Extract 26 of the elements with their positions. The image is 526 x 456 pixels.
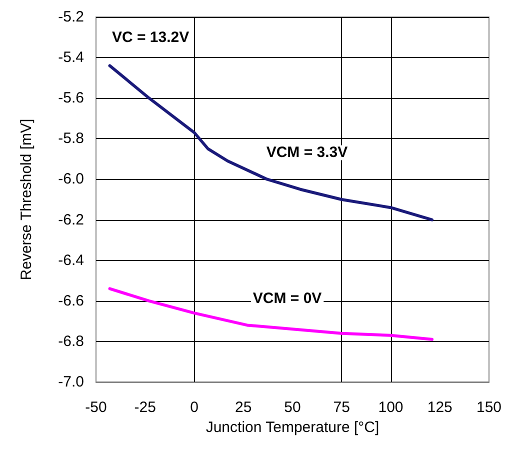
x-tick-label: 50 — [284, 399, 301, 416]
y-tick-label: -6.8 — [58, 332, 84, 350]
y-tick-label: -5.6 — [58, 90, 84, 107]
y-tick-label: -5.2 — [58, 8, 84, 26]
x-tick-label: 100 — [378, 399, 404, 416]
y-tick-label: -6.6 — [58, 292, 84, 310]
series-label: VCM = 3.3V — [266, 144, 348, 162]
x-tick-label: -50 — [85, 399, 107, 416]
y-tick-label: -5.4 — [58, 49, 84, 66]
x-tick-label: 150 — [476, 399, 502, 416]
annotation: VC = 13.2V — [112, 29, 190, 46]
y-tick-label: -6.2 — [58, 211, 84, 228]
x-tick-label: 75 — [333, 399, 350, 416]
line-series — [108, 64, 434, 222]
line-series — [108, 287, 434, 341]
y-axis-title: Reverse Threshold [mV] — [18, 118, 35, 280]
x-axis-title: Junction Temperature [°C] — [206, 419, 380, 436]
y-tick-label: -5.8 — [58, 130, 84, 148]
x-tick-label: -25 — [134, 399, 156, 416]
x-tick-label: 125 — [427, 399, 452, 416]
x-tick-label: 25 — [235, 399, 252, 416]
series-label: VCM = 0V — [252, 290, 322, 308]
y-tick-label: -6.4 — [58, 252, 84, 269]
y-tick-label: -7.0 — [58, 374, 84, 390]
y-tick-label: -6.0 — [58, 170, 84, 188]
x-tick-label: 0 — [190, 399, 198, 416]
